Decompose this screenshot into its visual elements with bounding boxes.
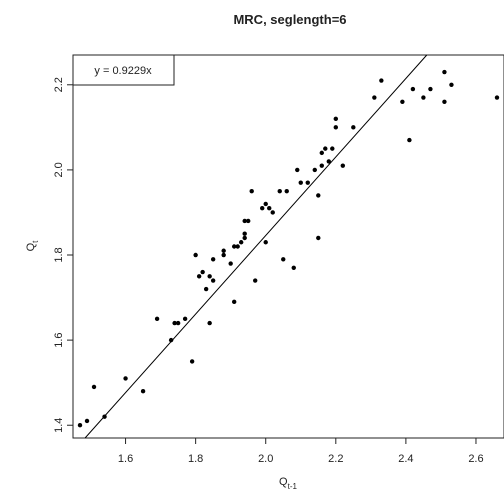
y-tick-label: 1.6 <box>53 332 65 347</box>
chart-title: MRC, seglength=6 <box>233 12 346 27</box>
data-point <box>231 299 237 305</box>
data-point <box>249 188 254 194</box>
data-point <box>203 286 209 292</box>
data-point <box>333 116 339 122</box>
data-point <box>316 193 321 198</box>
data-point <box>123 376 128 381</box>
data-point <box>242 235 247 241</box>
data-point <box>333 125 339 130</box>
data-point <box>298 180 303 185</box>
data-point <box>260 206 265 211</box>
data-point <box>228 261 233 266</box>
legend-box <box>72 54 175 86</box>
data-point <box>305 180 310 185</box>
x-tick-label: 1.6 <box>118 453 133 465</box>
y-axis-title: Qt <box>25 240 40 252</box>
data-point <box>189 359 195 364</box>
data-point <box>84 418 90 424</box>
data-point <box>207 274 212 279</box>
x-tick-label: 1.8 <box>188 453 203 465</box>
data-point <box>421 95 426 100</box>
data-point <box>200 269 205 275</box>
data-point <box>263 201 268 207</box>
data-point <box>323 146 328 151</box>
data-point <box>193 252 198 258</box>
data-point <box>270 210 275 215</box>
data-point <box>291 265 296 270</box>
data-point <box>168 337 174 343</box>
data-point <box>253 278 258 283</box>
data-point <box>277 188 282 194</box>
data-point <box>319 150 324 156</box>
fit-line <box>84 54 428 439</box>
x-axis: 1.6 1.8 2.0 2.2 2.4 2.6 <box>118 438 484 465</box>
data-point <box>221 252 226 258</box>
data-point <box>207 320 212 326</box>
data-point <box>281 257 286 262</box>
data-point <box>238 240 244 245</box>
legend: y = 0.9229x <box>72 54 175 86</box>
data-point <box>175 320 181 326</box>
data-point <box>330 146 335 151</box>
data-point <box>326 159 331 164</box>
fit-line-group <box>84 54 428 439</box>
data-point <box>295 167 300 173</box>
data-point <box>154 316 160 322</box>
data-point <box>242 231 247 236</box>
x-tick-label: 2.6 <box>468 453 483 465</box>
data-point <box>316 235 321 241</box>
data-point <box>235 244 240 249</box>
data-point <box>221 248 226 253</box>
y-axis: 1.4 1.6 1.8 2.0 2.2 <box>53 77 73 433</box>
x-axis-title: Qt-1 <box>279 476 297 491</box>
data-point <box>407 137 412 143</box>
plot-frame <box>72 54 504 439</box>
data-point <box>449 82 454 87</box>
data-point <box>494 95 500 100</box>
data-point <box>172 320 177 326</box>
data-point <box>231 244 237 249</box>
data-point <box>196 274 202 279</box>
data-point <box>410 86 416 92</box>
data-point <box>442 99 447 105</box>
data-point <box>340 163 346 168</box>
data-point <box>319 163 324 168</box>
data-point <box>400 99 405 105</box>
data-point <box>210 278 216 283</box>
legend-text: y = 0.9229x <box>94 65 152 77</box>
data-point <box>312 167 317 173</box>
data-point <box>77 423 83 428</box>
data-point <box>263 240 268 245</box>
data-point <box>140 388 146 394</box>
data-point <box>91 384 97 390</box>
plot-area <box>72 54 504 439</box>
data-point <box>428 86 433 92</box>
points-group <box>77 69 500 428</box>
data-point <box>442 69 447 75</box>
x-tick-label: 2.2 <box>328 453 343 465</box>
data-point <box>210 257 216 262</box>
y-tick-label: 2.0 <box>53 162 65 177</box>
data-point <box>182 316 188 322</box>
data-point <box>372 95 377 100</box>
data-point <box>267 206 272 211</box>
data-point <box>246 218 251 224</box>
y-tick-label: 1.4 <box>53 418 65 433</box>
data-point <box>284 188 289 194</box>
y-tick-label: 1.8 <box>53 247 65 262</box>
data-point <box>379 78 384 83</box>
data-point <box>102 414 107 419</box>
data-point <box>242 218 247 224</box>
data-point <box>351 125 356 130</box>
y-tick-label: 2.2 <box>53 77 65 92</box>
x-tick-label: 2.0 <box>258 453 273 465</box>
x-tick-label: 2.4 <box>398 453 413 465</box>
